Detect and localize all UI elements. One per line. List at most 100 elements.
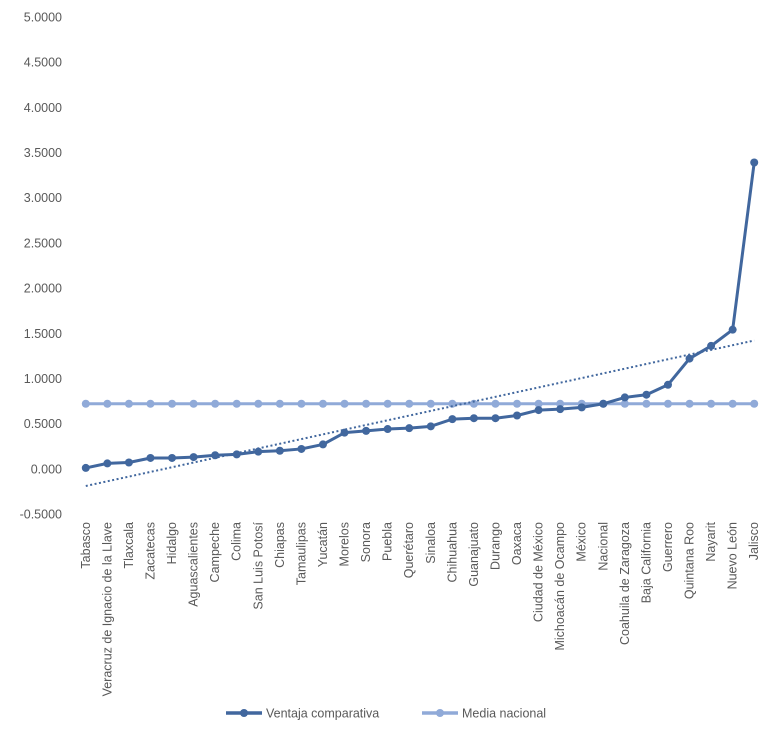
- legend-label-ventaja-comparativa: Ventaja comparativa: [266, 707, 379, 721]
- data-point-ventaja-comparativa: [383, 425, 392, 434]
- x-tick-label: Guanajuato: [467, 522, 481, 587]
- data-point-media-nacional: [534, 399, 543, 408]
- y-tick-label: -0.5000: [20, 508, 62, 522]
- data-point-ventaja-comparativa: [620, 393, 629, 402]
- data-point-ventaja-comparativa: [254, 447, 263, 456]
- data-point-media-nacional: [254, 399, 263, 408]
- data-point-media-nacional: [124, 399, 133, 408]
- data-point-media-nacional: [383, 399, 392, 408]
- x-tick-label: Coahuila de Zaragoza: [618, 522, 632, 645]
- data-point-ventaja-comparativa: [318, 440, 327, 449]
- x-tick-label: Querétaro: [402, 522, 416, 578]
- y-tick-label: 2.0000: [24, 282, 62, 296]
- x-tick-label: Nacional: [596, 522, 610, 571]
- data-point-ventaja-comparativa: [168, 453, 177, 462]
- data-point-ventaja-comparativa: [707, 341, 716, 350]
- data-point-ventaja-comparativa: [103, 459, 112, 468]
- data-point-ventaja-comparativa: [491, 414, 500, 423]
- x-tick-label: Quintana Roo: [683, 522, 697, 599]
- legend: Ventaja comparativa Media nacional: [226, 707, 546, 721]
- data-point-media-nacional: [750, 399, 759, 408]
- x-tick-label: Michoacán de Ocampo: [553, 522, 567, 651]
- x-tick-label: Nayarit: [704, 521, 718, 561]
- data-point-ventaja-comparativa: [513, 411, 522, 420]
- data-point-media-nacional: [728, 399, 737, 408]
- x-tick-label: Colima: [230, 522, 244, 561]
- data-point-ventaja-comparativa: [426, 422, 435, 431]
- data-point-ventaja-comparativa: [728, 325, 737, 334]
- data-point-ventaja-comparativa: [232, 450, 241, 459]
- data-point-ventaja-comparativa: [750, 158, 759, 167]
- data-point-media-nacional: [707, 399, 716, 408]
- y-tick-label: 0.5000: [24, 417, 62, 431]
- x-tick-label: Durango: [488, 522, 502, 570]
- x-tick-label: Yucatán: [316, 522, 330, 567]
- y-tick-label: 2.5000: [24, 236, 62, 250]
- x-tick-label: Tlaxcala: [122, 522, 136, 569]
- data-point-ventaja-comparativa: [211, 451, 220, 460]
- data-point-ventaja-comparativa: [189, 453, 198, 462]
- series-layer: [81, 158, 759, 487]
- x-tick-label: Ciudad de México: [532, 522, 546, 622]
- data-point-media-nacional: [81, 399, 90, 408]
- x-tick-label: Zacatecas: [143, 522, 157, 580]
- data-point-media-nacional: [232, 399, 241, 408]
- data-point-media-nacional: [146, 399, 155, 408]
- data-point-ventaja-comparativa: [275, 446, 284, 455]
- legend-marker-media-nacional: [436, 709, 444, 717]
- x-tick-label: Chihuahua: [445, 522, 459, 583]
- y-tick-label: 3.5000: [24, 146, 62, 160]
- y-tick-label: 1.5000: [24, 327, 62, 341]
- data-point-ventaja-comparativa: [642, 390, 651, 399]
- x-tick-label: Baja California: [639, 522, 653, 603]
- trendline: [85, 339, 755, 487]
- x-tick-label: Nuevo León: [726, 522, 740, 589]
- x-tick-label: Jalisco: [747, 522, 761, 560]
- data-point-media-nacional: [168, 399, 177, 408]
- data-point-ventaja-comparativa: [81, 463, 90, 472]
- x-tick-label: Aguascalientes: [187, 522, 201, 607]
- x-tick-label: Sinaloa: [424, 522, 438, 564]
- x-tick-label: San Luis Potosí: [251, 521, 265, 609]
- x-tick-label: Hidalgo: [165, 522, 179, 564]
- y-tick-label: 3.0000: [24, 191, 62, 205]
- data-point-media-nacional: [513, 399, 522, 408]
- x-tick-label: Chiapas: [273, 522, 287, 568]
- data-point-media-nacional: [362, 399, 371, 408]
- data-point-media-nacional: [211, 399, 220, 408]
- y-tick-label: 4.0000: [24, 101, 62, 115]
- data-point-ventaja-comparativa: [124, 458, 133, 467]
- x-tick-label: Morelos: [338, 522, 352, 566]
- data-point-media-nacional: [103, 399, 112, 408]
- data-point-media-nacional: [297, 399, 306, 408]
- data-point-ventaja-comparativa: [448, 415, 457, 424]
- y-tick-label: 4.5000: [24, 56, 62, 70]
- legend-entry-ventaja: Ventaja comparativa: [226, 707, 379, 721]
- data-point-ventaja-comparativa: [556, 405, 565, 414]
- data-point-media-nacional: [405, 399, 414, 408]
- data-point-media-nacional: [448, 399, 457, 408]
- series-media-nacional: [81, 399, 759, 408]
- data-point-media-nacional: [642, 399, 651, 408]
- data-point-ventaja-comparativa: [469, 414, 478, 423]
- series-ventaja-comparativa: [81, 158, 759, 472]
- x-tick-label: Guerrero: [661, 522, 675, 572]
- y-tick-label: 5.0000: [24, 11, 62, 25]
- data-point-media-nacional: [318, 399, 327, 408]
- x-axis-tick-labels: Tabasco Veracruz de Ignacio de la Llave Tl…: [79, 521, 761, 696]
- data-point-media-nacional: [275, 399, 284, 408]
- x-tick-label: Veracruz de Ignacio de la Llave: [100, 522, 114, 696]
- data-point-ventaja-comparativa: [362, 426, 371, 435]
- data-point-ventaja-comparativa: [534, 406, 543, 415]
- x-tick-label: Campeche: [208, 522, 222, 582]
- x-tick-label: Sonora: [359, 522, 373, 562]
- data-point-media-nacional: [620, 399, 629, 408]
- y-tick-label: 0.000: [31, 462, 62, 476]
- data-point-ventaja-comparativa: [599, 399, 608, 408]
- x-tick-label: Tamaulipas: [294, 522, 308, 585]
- legend-label-media-nacional: Media nacional: [462, 707, 546, 721]
- data-point-media-nacional: [340, 399, 349, 408]
- data-point-ventaja-comparativa: [340, 428, 349, 437]
